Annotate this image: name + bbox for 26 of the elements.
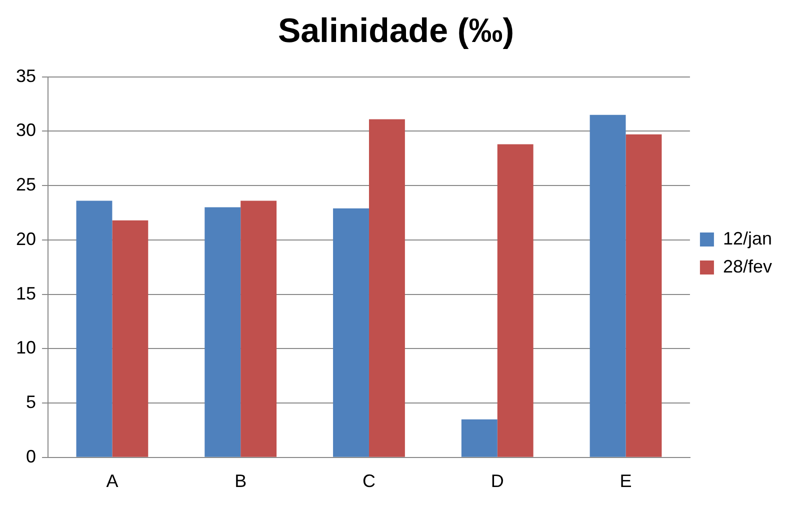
bar xyxy=(333,208,369,457)
bar xyxy=(204,207,241,457)
legend-label: 12/jan xyxy=(722,228,772,248)
bar xyxy=(76,200,112,457)
bar xyxy=(626,134,662,457)
y-tick-label: 30 xyxy=(16,120,36,140)
x-tick-label: A xyxy=(106,471,118,492)
y-tick-label: 25 xyxy=(16,174,36,195)
bar xyxy=(497,144,534,457)
x-tick-label: B xyxy=(234,471,247,492)
y-tick-label: 35 xyxy=(16,66,36,86)
y-tick-label: 15 xyxy=(16,283,36,304)
legend-label: 28/fev xyxy=(722,256,772,276)
y-tick-label: 0 xyxy=(26,446,36,466)
y-tick-label: 20 xyxy=(16,228,36,249)
bar xyxy=(240,200,277,457)
x-tick-label: E xyxy=(620,471,632,492)
x-tick-label: D xyxy=(490,471,504,492)
chart-title: Salinidade (‰) xyxy=(278,12,514,50)
bar xyxy=(590,114,626,457)
y-tick-label: 5 xyxy=(26,392,36,412)
x-tick-label: C xyxy=(362,471,376,492)
bar xyxy=(368,119,405,457)
bar xyxy=(461,419,498,457)
bar xyxy=(112,220,148,457)
y-tick-label: 10 xyxy=(16,338,36,358)
